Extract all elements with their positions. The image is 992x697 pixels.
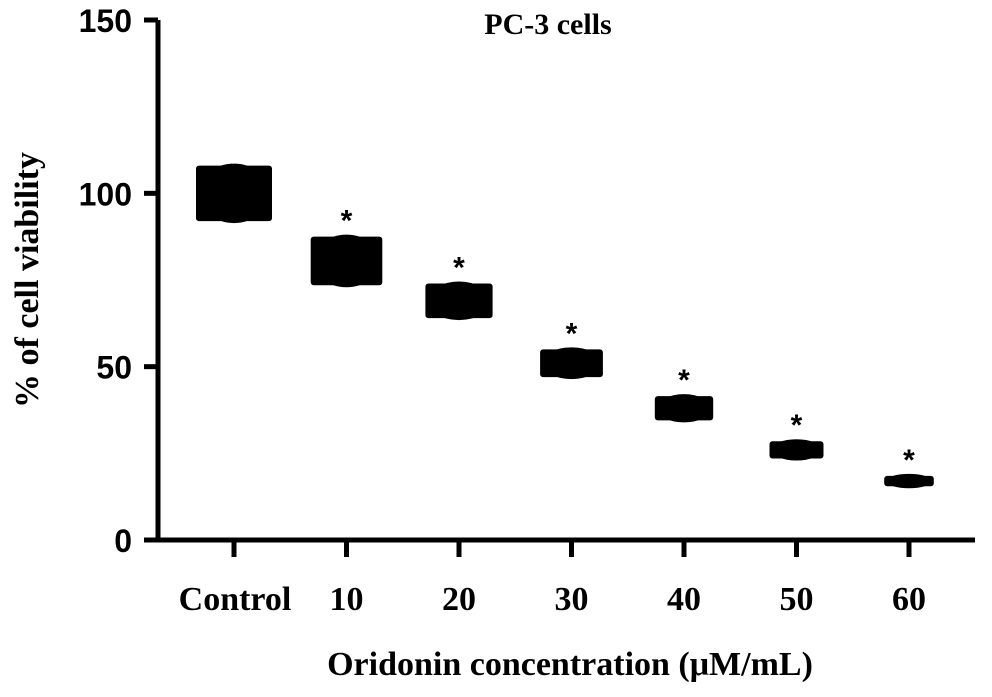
chart-title: PC-3 cells: [484, 8, 611, 41]
x-axis-ticks: Control 10 20 30 40 50 60: [179, 540, 926, 618]
significance-star: *: [791, 409, 803, 442]
mean-marker: [542, 347, 601, 379]
x-tick-label: 30: [555, 581, 589, 618]
significance-star: *: [341, 205, 353, 238]
data-point: *: [770, 409, 824, 460]
data-point: *: [884, 444, 934, 488]
mean-marker: [427, 281, 490, 320]
mean-marker: [772, 439, 822, 460]
x-tick-label: 50: [780, 581, 814, 618]
x-tick-label: 40: [667, 581, 701, 618]
y-tick-label: 0: [114, 523, 132, 559]
y-tick-label: 150: [79, 3, 132, 39]
y-axis-label: % of cell viability: [9, 152, 46, 408]
significance-star: *: [566, 317, 578, 350]
mean-marker: [313, 235, 381, 288]
data-point: *: [311, 205, 383, 288]
x-tick-label: 60: [892, 581, 926, 618]
data-point: *: [540, 317, 603, 379]
significance-star: *: [678, 364, 690, 397]
x-tick-label: Control: [179, 581, 292, 618]
x-tick-label: 10: [330, 581, 364, 618]
y-axis-ticks: 0 50 100 150: [79, 3, 158, 559]
y-tick-label: 50: [96, 350, 132, 386]
data-point: *: [425, 251, 492, 320]
mean-marker: [657, 394, 711, 422]
significance-star: *: [453, 251, 465, 284]
x-axis-label: Oridonin concentration (μM/mL): [327, 646, 813, 683]
mean-marker: [198, 164, 270, 223]
y-tick-label: 100: [79, 176, 132, 212]
data-point: *: [655, 364, 713, 422]
x-tick-label: 20: [442, 581, 476, 618]
significance-star: *: [903, 444, 915, 477]
data-point: [196, 164, 272, 223]
data-markers: * * * * * *: [196, 164, 934, 489]
